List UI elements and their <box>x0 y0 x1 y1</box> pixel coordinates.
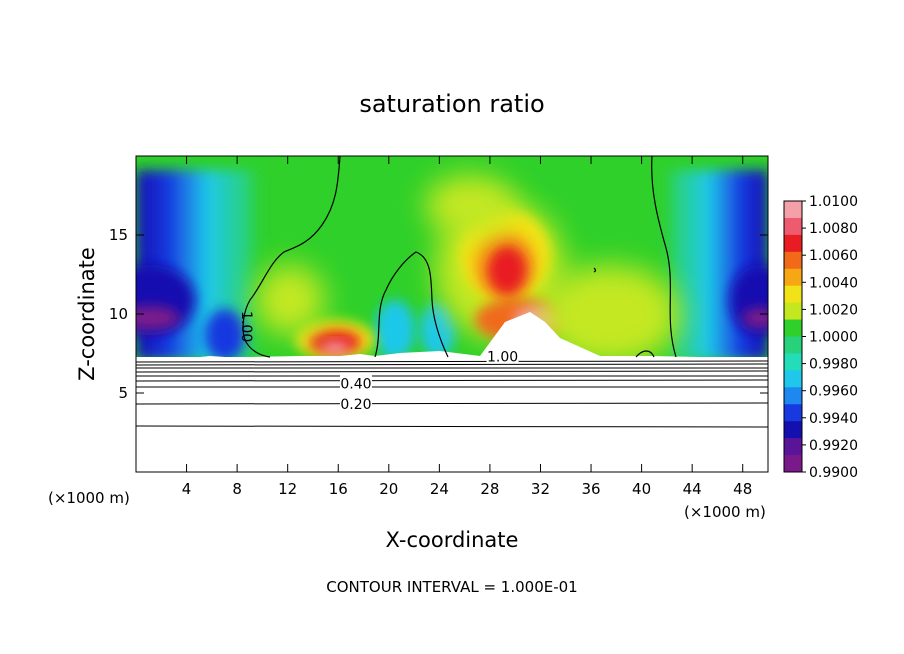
colorbar-label: 0.9920 <box>809 438 858 454</box>
saturation-field <box>136 170 768 365</box>
colorbar: 1.0100 1.0080 1.0060 1.0040 1.0020 1.0000 0.99… <box>783 194 858 481</box>
y-tick-label: 15 <box>109 226 128 244</box>
colorbar-label: 1.0000 <box>809 330 858 346</box>
contour-label-text: 1.00 <box>238 311 254 342</box>
colorbar-swatch <box>784 302 802 321</box>
contour-label-text: 0.20 <box>340 397 371 413</box>
x-tick-label: 44 <box>683 480 702 498</box>
x-tick-label: 8 <box>232 480 242 498</box>
colorbar-label: 1.0040 <box>809 275 858 291</box>
contour-labels: 1.00 1.00 0.40 0.20 <box>238 311 519 413</box>
colorbar-label: 0.9960 <box>809 384 858 400</box>
colorbar-swatch <box>784 319 802 337</box>
colorbar-swatch <box>784 268 802 287</box>
colorbar-swatch <box>784 455 802 473</box>
colorbar-label: 1.0060 <box>809 248 858 264</box>
x-tick-label: 12 <box>278 480 297 498</box>
y-tick-label: 10 <box>109 305 128 323</box>
colorbar-label: 0.9900 <box>809 465 858 481</box>
colorbar-swatch <box>784 370 802 388</box>
x-tick-label: 36 <box>581 480 600 498</box>
x-tick-label: 28 <box>480 480 499 498</box>
contour-label: 0.20 <box>339 396 372 413</box>
x-tick-label: 20 <box>379 480 398 498</box>
chart-title: saturation ratio <box>359 90 544 118</box>
colorbar-swatch <box>784 201 802 219</box>
x-tick-label: 16 <box>329 480 348 498</box>
x-tick-label: 40 <box>632 480 651 498</box>
colorbar-label: 0.9940 <box>809 411 858 427</box>
plot-area: 1.00 1.00 0.40 0.20 <box>136 156 768 472</box>
x-tick-label: 4 <box>182 480 192 498</box>
ground-contours <box>136 360 768 428</box>
below-cloud-region <box>136 312 768 472</box>
x-axis-ticks: 4 8 12 16 20 24 28 32 36 40 44 48 <box>182 156 752 498</box>
contour-label: 1.00 <box>486 348 519 366</box>
y-tick-label: 5 <box>118 384 128 402</box>
contour-label: 1.00 <box>238 311 254 342</box>
colorbar-swatch <box>784 234 802 253</box>
x-unit-left: (×1000 m) <box>48 489 130 507</box>
x-axis-label: X-coordinate <box>386 528 519 552</box>
contour-interval-note: CONTOUR INTERVAL = 1.000E-01 <box>326 578 577 596</box>
x-tick-label: 32 <box>531 480 550 498</box>
colorbar-swatch <box>784 285 802 304</box>
colorbar-label: 1.0100 <box>809 194 858 210</box>
contour-label-text: 1.00 <box>487 350 518 366</box>
colorbar-swatch <box>784 353 802 371</box>
colorbar-swatch <box>784 421 802 439</box>
colorbar-swatch <box>784 387 802 405</box>
contour-label-text: 0.40 <box>340 377 371 393</box>
x-tick-label: 48 <box>733 480 752 498</box>
x-unit-right: (×1000 m) <box>684 503 766 521</box>
x-tick-label: 24 <box>430 480 449 498</box>
y-axis-ticks: 5 10 15 <box>109 226 768 402</box>
colorbar-swatch <box>784 251 802 270</box>
colorbar-swatch <box>784 438 802 456</box>
colorbar-swatch <box>784 404 802 422</box>
colorbar-label: 1.0080 <box>809 221 858 237</box>
colorbar-swatch <box>784 217 802 236</box>
colorbar-label: 0.9980 <box>809 357 858 373</box>
y-axis-label: Z-coordinate <box>75 247 99 381</box>
colorbar-swatch <box>784 336 802 354</box>
contours-1.00 <box>242 156 677 358</box>
colorbar-label: 1.0020 <box>809 302 858 318</box>
contour-label: 0.40 <box>339 375 372 393</box>
